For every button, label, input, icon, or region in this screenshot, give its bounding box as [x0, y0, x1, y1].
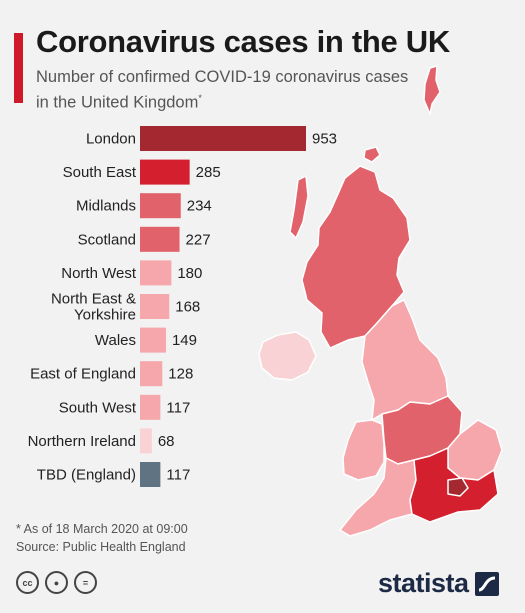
footnote-date: * As of 18 March 2020 at 09:00: [16, 522, 188, 536]
subtitle-footnote-mark: *: [198, 93, 202, 103]
cc-icon[interactable]: cc: [16, 571, 39, 594]
bar-label: Scotland: [78, 231, 136, 248]
bar-value-label: 117: [166, 467, 190, 484]
map-northern-ireland: [258, 331, 317, 381]
bar-label: South West: [59, 399, 137, 416]
bar-label: East of England: [30, 366, 136, 383]
bar-midlands: [140, 193, 181, 219]
map-orkney: [363, 146, 381, 163]
bar-tbd-england: [140, 462, 161, 487]
bar-value-label: 168: [175, 299, 200, 316]
bar-label: Midlands: [76, 198, 136, 215]
bar-value-label: 180: [177, 265, 202, 282]
license-icons: cc ● =: [16, 571, 97, 594]
brand-name: statista: [378, 568, 469, 598]
bar-label: Wales: [95, 332, 136, 349]
statista-logo-icon: [474, 571, 499, 596]
chart-title: Coronavirus cases in the UK: [36, 24, 450, 59]
bar-north-east-yorkshire: [140, 294, 170, 319]
map-shetland: [423, 65, 441, 115]
bar-value-label: 234: [187, 198, 212, 215]
bar-northern-ireland: [140, 428, 152, 454]
bar-value-label: 149: [172, 332, 197, 349]
map-wales: [342, 419, 385, 481]
bar-value-label: 227: [186, 231, 211, 248]
bar-london: [140, 126, 306, 151]
bar-value-label: 117: [166, 399, 190, 416]
bar-north-west: [140, 260, 172, 286]
bar-label: TBD (England): [37, 467, 136, 484]
bar-east-of-england: [140, 361, 163, 387]
map-london: [447, 477, 469, 497]
subtitle-text: Number of confirmed COVID-19 coronavirus…: [36, 68, 409, 112]
bar-label: London: [86, 131, 136, 148]
footnote-source: Source: Public Health England: [16, 540, 186, 554]
equals-icon[interactable]: =: [74, 571, 97, 594]
bar-value-label: 953: [312, 131, 337, 148]
accent-bar: [14, 33, 23, 103]
footnote-block: * As of 18 March 2020 at 09:00 Source: P…: [16, 520, 188, 556]
statista-brand[interactable]: statista: [378, 568, 499, 599]
bar-value-label: 285: [196, 164, 221, 181]
bar-south-west: [140, 394, 161, 420]
bar-scotland: [140, 226, 180, 252]
bar-value-label: 68: [158, 433, 175, 450]
bar-value-label: 128: [168, 366, 193, 383]
bar-label: South East: [63, 164, 137, 181]
bar-label: Northern Ireland: [28, 433, 136, 450]
bar-label: North West: [61, 265, 137, 282]
map-hebrides: [289, 175, 309, 239]
bar-wales: [140, 327, 166, 353]
person-icon[interactable]: ●: [45, 571, 68, 594]
chart-subtitle: Number of confirmed COVID-19 coronavirus…: [36, 67, 416, 114]
bar-south-east: [140, 159, 190, 185]
bar-label: North East & Yorkshire: [51, 291, 136, 324]
